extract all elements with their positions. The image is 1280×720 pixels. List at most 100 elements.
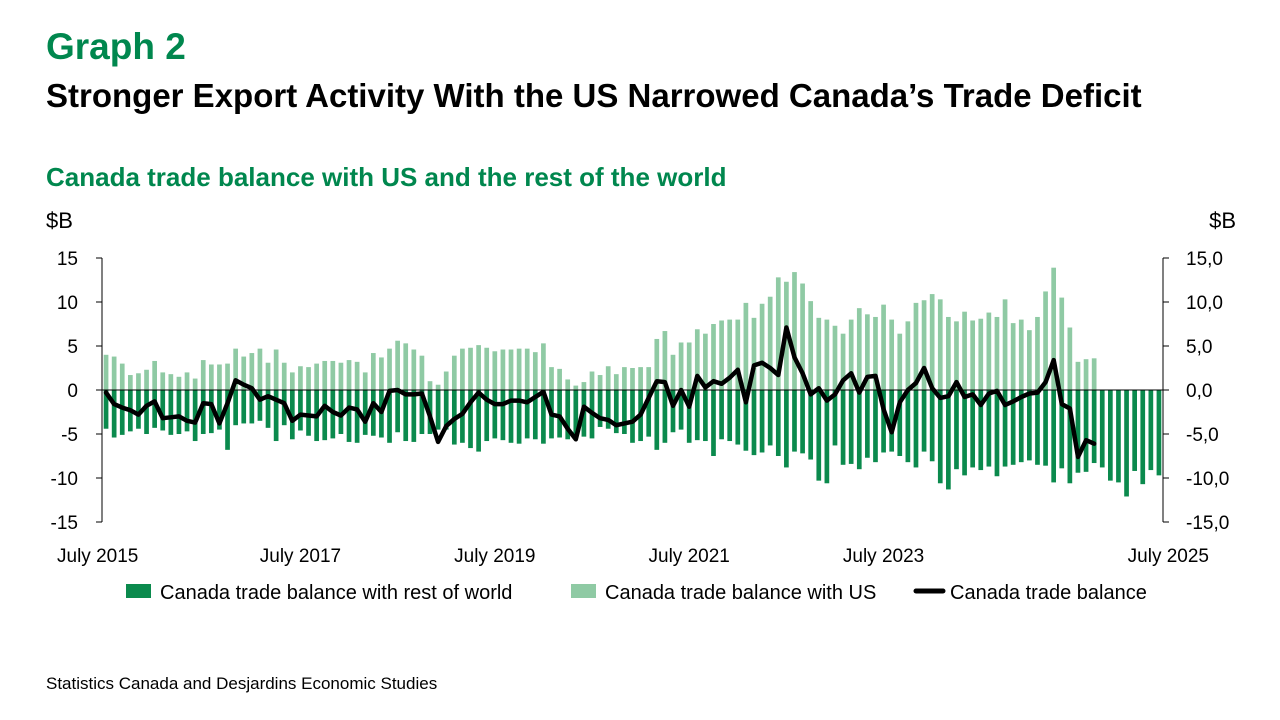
rest-of-world-bar — [524, 390, 530, 439]
us-bar — [217, 364, 222, 390]
rest-of-world-bar — [500, 390, 506, 441]
rest-of-world-bar — [937, 390, 943, 484]
us-bar — [962, 311, 967, 390]
rest-of-world-bar — [208, 390, 214, 434]
rest-of-world-bar — [233, 390, 238, 426]
us-bar — [208, 364, 214, 390]
rest-of-world-bar — [508, 390, 514, 443]
us-bar — [184, 372, 190, 390]
us-bar — [646, 367, 652, 390]
legend-trade-balance-label: Canada trade balance — [950, 582, 1147, 604]
rest-of-world-bar — [646, 390, 652, 437]
x-tick-label: July 2023 — [843, 546, 924, 567]
us-bar — [719, 320, 724, 390]
rest-of-world-bar — [613, 390, 619, 434]
rest-of-world-bar — [686, 390, 692, 443]
us-bar — [541, 343, 546, 390]
us-bar — [597, 375, 603, 390]
us-bar — [484, 347, 490, 390]
y-axis-left-unit: $B — [46, 208, 73, 233]
us-bar — [897, 333, 903, 390]
us-bar — [379, 357, 384, 390]
us-bar — [1035, 316, 1040, 390]
graph-number: Graph 2 — [46, 26, 186, 67]
us-bar — [136, 373, 141, 390]
us-bar — [808, 301, 814, 390]
us-bar — [111, 356, 117, 390]
us-bar — [816, 317, 822, 390]
rest-of-world-bar — [1156, 390, 1162, 476]
us-bar — [168, 374, 174, 390]
us-bar — [1067, 327, 1073, 390]
y-tick-label-right: 5,0 — [1186, 337, 1212, 358]
rest-of-world-bar — [662, 390, 668, 443]
us-bar — [395, 340, 400, 390]
rest-of-world-bar — [840, 390, 846, 465]
us-bar — [954, 321, 959, 390]
us-bar — [427, 381, 433, 390]
us-bar — [589, 371, 595, 390]
rest-of-world-bar — [865, 390, 870, 458]
y-tick-label-right: 0,0 — [1186, 381, 1212, 402]
rest-of-world-bar — [443, 390, 449, 430]
rest-of-world-bar — [136, 390, 141, 429]
us-bar — [419, 355, 425, 390]
rest-of-world-bar — [103, 390, 109, 429]
us-bar — [686, 342, 692, 390]
x-tick-label: July 2019 — [454, 546, 535, 567]
rest-of-world-bar — [395, 390, 400, 433]
us-bar — [905, 321, 911, 390]
rest-of-world-bar — [1075, 390, 1081, 473]
rest-of-world-bar — [630, 390, 635, 443]
us-bar — [670, 354, 676, 390]
us-bar — [273, 349, 279, 390]
trade-balance-line-path — [103, 325, 1097, 460]
y-tick-label-left: 10 — [57, 293, 78, 314]
y-tick-label-right: 15,0 — [1186, 249, 1223, 270]
y-tick-label-right: -15,0 — [1186, 513, 1229, 534]
rest-of-world-bar — [298, 390, 303, 431]
y-tick-label-left: 5 — [67, 337, 78, 358]
rest-of-world-bar — [954, 390, 959, 470]
us-bar — [792, 272, 797, 390]
rest-of-world-bar — [476, 390, 481, 452]
us-bar — [322, 360, 328, 390]
us-bar — [460, 348, 465, 390]
us-bar — [605, 366, 611, 390]
trade-balance-line — [103, 325, 1097, 460]
us-bar — [848, 319, 854, 390]
rest-of-world-bar — [346, 390, 352, 442]
rest-of-world-bar — [338, 390, 344, 434]
rest-of-world-bar — [751, 390, 757, 456]
us-bar — [127, 375, 133, 390]
rest-of-world-bar — [1035, 390, 1040, 465]
us-bar — [630, 368, 635, 390]
us-bar — [613, 374, 619, 390]
us-bar — [929, 294, 935, 390]
us-bar — [937, 299, 943, 390]
rest-of-world-bar — [273, 390, 279, 442]
us-bar — [281, 362, 287, 390]
us-bar — [662, 331, 668, 390]
rest-of-world-bar — [848, 390, 854, 464]
us-bar — [387, 348, 392, 390]
rest-of-world-bar — [605, 390, 611, 429]
us-bar — [759, 303, 765, 390]
rest-of-world-bar — [1067, 390, 1073, 484]
rest-of-world-bar — [387, 390, 392, 443]
rest-of-world-bar — [411, 390, 417, 442]
us-bar — [970, 320, 976, 390]
us-bar — [1083, 359, 1089, 390]
us-bar — [192, 378, 198, 390]
us-bar — [346, 360, 352, 390]
rest-of-world-bar — [184, 390, 190, 432]
us-bar — [200, 360, 206, 390]
rest-of-world-bar — [759, 390, 765, 453]
rest-of-world-bar — [152, 390, 157, 428]
us-bar — [743, 302, 749, 390]
us-bar — [986, 312, 992, 390]
us-bar — [451, 355, 457, 390]
y-tick-label-right: 10,0 — [1186, 293, 1223, 314]
us-bar — [314, 363, 319, 390]
us-bar — [678, 342, 684, 390]
